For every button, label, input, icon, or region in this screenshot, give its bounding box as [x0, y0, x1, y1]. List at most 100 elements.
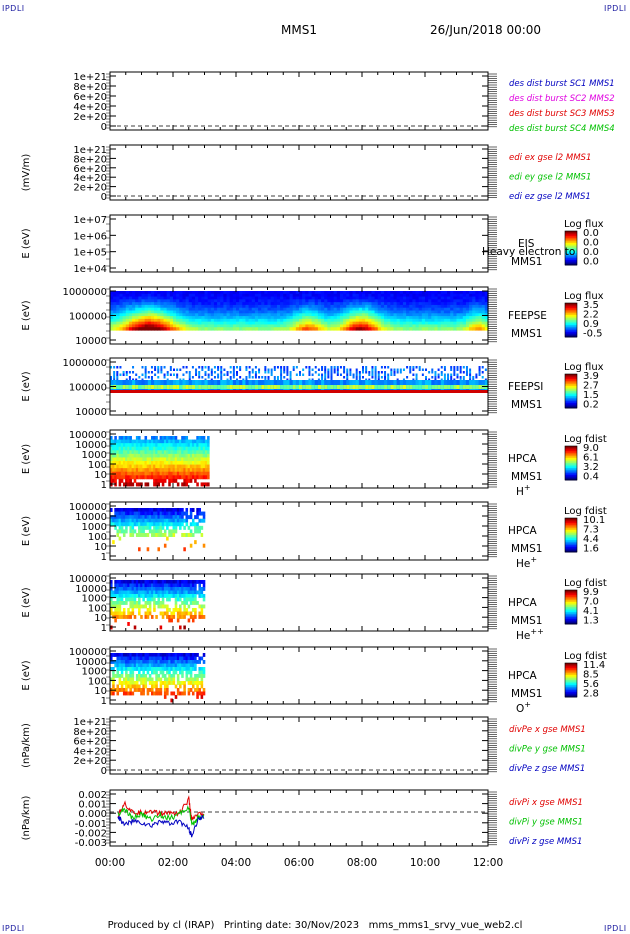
heatmap-cell — [462, 366, 465, 369]
heatmap-cell — [114, 660, 117, 664]
heatmap-cell — [232, 310, 237, 314]
heatmap-cell — [114, 604, 117, 609]
heatmap-cell — [368, 371, 371, 374]
heatmap-cell — [131, 653, 135, 657]
heatmap-cell — [362, 366, 364, 369]
heatmap-cell — [450, 385, 454, 389]
heatmap-cell — [217, 376, 220, 379]
heatmap-cell — [157, 316, 161, 320]
colorbar-step — [565, 478, 577, 481]
heatmap-cell — [198, 373, 201, 376]
heatmap-cell — [140, 515, 143, 520]
heatmap-cell — [150, 590, 154, 595]
heatmap-cell — [295, 302, 300, 306]
heatmap-cell — [402, 291, 407, 295]
heatmap-cell — [166, 371, 169, 374]
heatmap-cell — [349, 307, 354, 312]
heatmap-cell — [159, 439, 163, 444]
heatmap-cell — [258, 385, 262, 389]
heatmap-cell — [406, 376, 409, 379]
heatmap-cell — [399, 291, 404, 295]
heatmap-cell — [168, 450, 171, 455]
heatmap-cell — [286, 316, 291, 320]
heatmap-cell — [196, 482, 199, 487]
heatmap-cell — [125, 681, 128, 685]
heatmap-cell — [459, 307, 464, 312]
heatmap-cell — [157, 663, 161, 668]
heatmap-cell — [352, 376, 355, 379]
heatmap-cell — [114, 518, 117, 523]
heatmap-cell — [125, 316, 130, 320]
heatmap-cell — [352, 293, 357, 298]
heatmap-cell — [380, 302, 385, 306]
heatmap-cell — [283, 321, 287, 326]
heatmap-cell — [456, 385, 461, 389]
heatmap-cell — [125, 475, 128, 480]
heatmap-cell — [343, 321, 347, 326]
heatmap-cell — [324, 368, 327, 371]
heatmap-cell — [283, 318, 287, 323]
heatmap-cell — [336, 318, 341, 323]
heatmap-cell — [196, 471, 199, 476]
heatmap-cell — [261, 313, 265, 317]
heatmap-cell — [135, 508, 139, 512]
heatmap-cell — [122, 656, 126, 661]
heatmap-cell — [295, 296, 300, 300]
heatmap-cell — [210, 296, 215, 300]
heatmap-cell — [114, 468, 117, 473]
heatmap-cell — [248, 321, 253, 326]
heatmap-cell — [459, 366, 462, 369]
heatmap-cell — [308, 378, 311, 381]
heatmap-cell — [122, 436, 126, 440]
heatmap-cell — [229, 316, 234, 320]
heatmap-cell — [185, 461, 189, 465]
heatmap-cell — [118, 475, 122, 480]
y-tick-label: 100 — [88, 460, 107, 471]
heatmap-cell — [169, 316, 174, 320]
heatmap-cell — [132, 296, 136, 300]
heatmap-cell — [346, 291, 350, 295]
heatmap-cell — [144, 321, 149, 326]
heatmap-cell — [163, 533, 167, 537]
heatmap-cell — [135, 443, 139, 448]
heatmap-cell — [251, 321, 256, 326]
heatmap-cell — [183, 482, 186, 487]
heatmap-cell — [292, 293, 297, 298]
heatmap-cell — [415, 313, 420, 317]
heatmap-cell — [343, 316, 347, 320]
heatmap-cell — [146, 533, 150, 537]
heatmap-cell — [157, 660, 161, 664]
heatmap-cell — [226, 378, 229, 381]
heatmap-cell — [170, 583, 173, 588]
heatmap-cell — [200, 611, 204, 616]
heatmap-cell — [226, 324, 231, 328]
heatmap-cell — [120, 653, 124, 657]
heatmap-cell — [187, 681, 191, 685]
heatmap-cell — [176, 296, 180, 300]
heatmap-cell — [286, 293, 291, 298]
y-tick-label: 2e+20 — [73, 112, 107, 123]
heatmap-cell — [484, 313, 489, 317]
heatmap-cell — [148, 587, 152, 591]
heatmap-cell — [118, 464, 122, 469]
heatmap-cell — [459, 299, 464, 303]
colorbar-title: Log flux — [564, 219, 604, 230]
heatmap-cell — [113, 304, 117, 309]
heatmap-cell — [127, 482, 130, 487]
heatmap-cell — [122, 299, 127, 303]
heatmap-cell — [198, 327, 202, 331]
heatmap-cell — [478, 293, 483, 298]
heatmap-cell — [286, 310, 291, 314]
heatmap-cell — [157, 653, 161, 657]
heatmap-cell — [155, 468, 158, 473]
heatmap-cell — [270, 296, 275, 300]
heatmap-cell — [146, 583, 150, 588]
heatmap-cell — [153, 583, 156, 588]
heatmap-cell — [163, 684, 167, 689]
heatmap-cell — [459, 371, 462, 374]
heatmap-cell — [185, 482, 189, 487]
heatmap-cell — [267, 321, 272, 326]
heatmap-cell — [242, 313, 247, 317]
heatmap-cell — [157, 443, 161, 448]
heatmap-cell — [116, 475, 120, 480]
